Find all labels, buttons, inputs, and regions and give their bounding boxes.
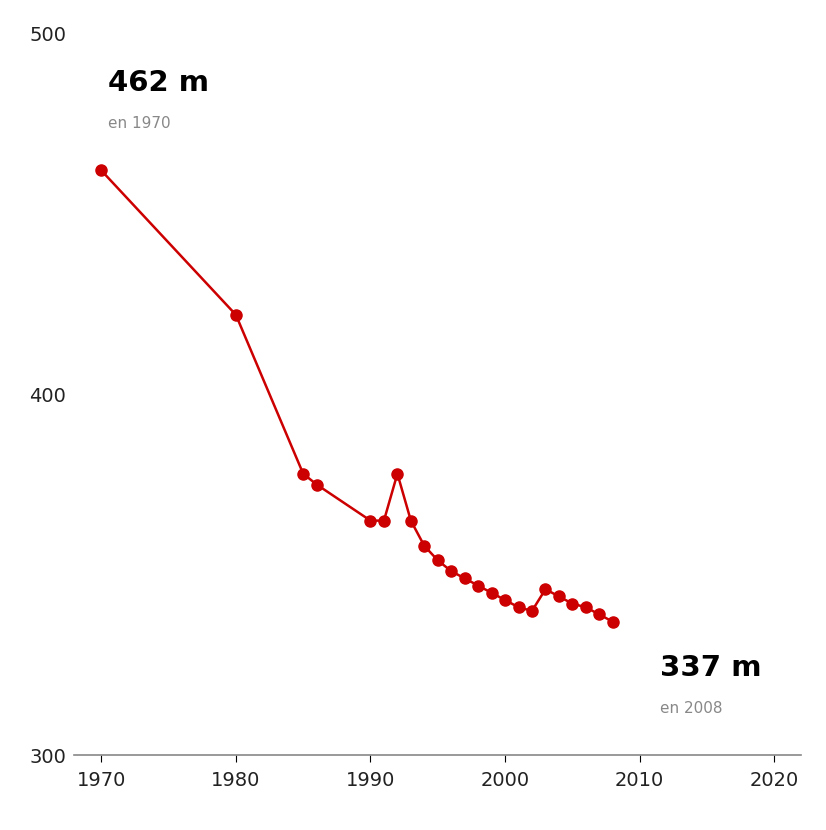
Text: en 1970: en 1970	[108, 116, 171, 131]
Text: 462 m: 462 m	[108, 69, 209, 97]
Text: 337 m: 337 m	[660, 654, 762, 682]
Text: en 2008: en 2008	[660, 701, 723, 716]
